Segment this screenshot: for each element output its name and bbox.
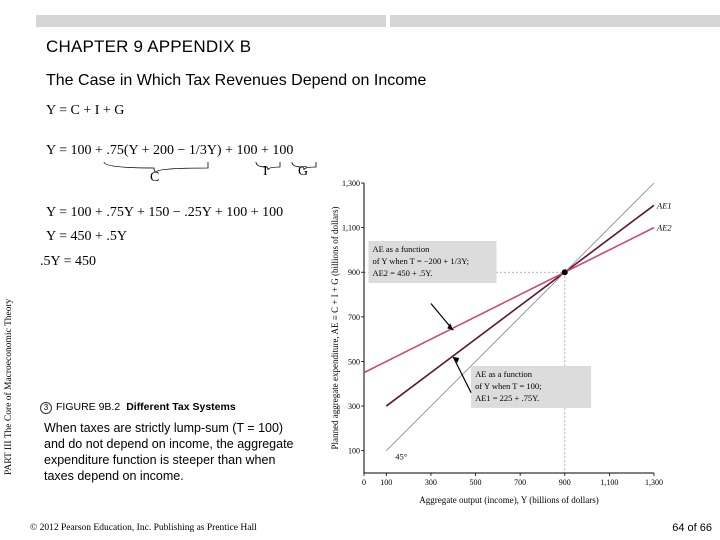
y-tick-label: 1,100: [342, 224, 360, 233]
x-tick-label: 900: [559, 478, 571, 487]
x-tick-label: 700: [514, 478, 526, 487]
line-45-label: 45°: [395, 452, 407, 462]
page-number: 64 of 66: [672, 522, 712, 534]
ae2-annotation-line: AE as a function: [372, 244, 430, 254]
equilibrium-point: [561, 269, 568, 276]
x-tick-label: 1,100: [600, 478, 618, 487]
ae1-annotation-line: AE1 = 225 + .75Y.: [475, 393, 539, 403]
figure-label: FIGURE 9B.2: [56, 401, 121, 413]
figure-title: Different Tax Systems: [126, 401, 236, 413]
series-label-ae1: AE1: [656, 200, 672, 210]
equation-5: .5Y = 450: [40, 254, 96, 269]
series-line-45: [386, 182, 655, 451]
x-tick-label: 100: [380, 478, 392, 487]
ae1-annotation-arrow: [452, 356, 472, 393]
y-tick-label: 300: [348, 402, 360, 411]
y-tick-label: 500: [348, 357, 360, 366]
equation-4: Y = 450 + .5Y: [46, 229, 127, 244]
brace-label-i: I: [263, 164, 268, 179]
figure-icon: 3: [40, 402, 52, 414]
x-tick-label: 0: [362, 478, 366, 487]
ae1-annotation-box: [471, 365, 592, 408]
y-tick-label: 700: [348, 313, 360, 322]
y-tick-label: 1,300: [342, 180, 360, 188]
chapter-title: CHAPTER 9 APPENDIX B: [46, 37, 252, 56]
y-axis-label: Planned aggregate expenditure, AE ≡ C + …: [330, 207, 340, 450]
x-tick-label: 500: [470, 478, 482, 487]
ae2-annotation-box: [368, 241, 497, 283]
ae-chart: 0 100 300 500 700 900 1,100 1,300 100 300 500 700 90…: [330, 180, 672, 505]
series-line-ae1: [385, 204, 655, 407]
chart-series: AE1 AE2: [363, 182, 672, 451]
ae2-annotation-line: AE2 = 450 + .5Y.: [372, 268, 432, 278]
top-bar-right: [390, 15, 720, 27]
brace-label-g: G: [298, 164, 309, 179]
x-axis-label: Aggregate output (income), Y (billions o…: [419, 495, 599, 505]
y-tick-label: 100: [348, 447, 360, 456]
series-label-ae2: AE2: [656, 223, 672, 233]
ae1-annotation-line: AE as a function: [475, 369, 533, 379]
figure-caption: 3 FIGURE 9B.2 Different Tax Systems: [40, 401, 236, 414]
equation-1: Y = C + I + G: [46, 103, 125, 118]
x-tick-label: 300: [425, 478, 437, 487]
ae2-annotation-line: of Y when T = −200 + 1/3Y;: [372, 256, 468, 266]
ae1-arrowhead: [453, 357, 460, 363]
equation-3: Y = 100 + .75Y + 150 − .25Y + 100 + 100: [46, 205, 284, 220]
part-sidebar: PART III The Core of Macroeconomic Theor…: [2, 295, 18, 475]
brace-label-c: C: [150, 170, 160, 185]
figure-description: When taxes are strictly lump-sum (T = 10…: [44, 421, 294, 483]
part-sidebar-label: PART III The Core of Macroeconomic Theor…: [4, 298, 14, 475]
chart-axes: [363, 183, 654, 474]
chart-annotations: AE as a function of Y when T = −200 + 1/3…: [368, 241, 592, 462]
x-tick-label: 1,300: [645, 478, 663, 487]
y-tick-label: 900: [348, 268, 360, 277]
series-line-ae2: [363, 226, 655, 374]
ae2-arrowhead: [447, 323, 454, 331]
copyright: © 2012 Pearson Education, Inc. Publishin…: [30, 523, 257, 533]
equation-2: Y = 100 + .75(Y + 200 − 1/3Y) + 100 + 10…: [46, 143, 294, 158]
top-bar-left: [36, 15, 386, 27]
chart-ticks: 0 100 300 500 700 900 1,100 1,300 100 300 500 700 90…: [342, 180, 663, 487]
ae1-annotation-line: of Y when T = 100;: [475, 381, 541, 391]
equation-braces: [103, 161, 317, 173]
slide-subtitle: The Case in Which Tax Revenues Depend on…: [46, 72, 427, 89]
